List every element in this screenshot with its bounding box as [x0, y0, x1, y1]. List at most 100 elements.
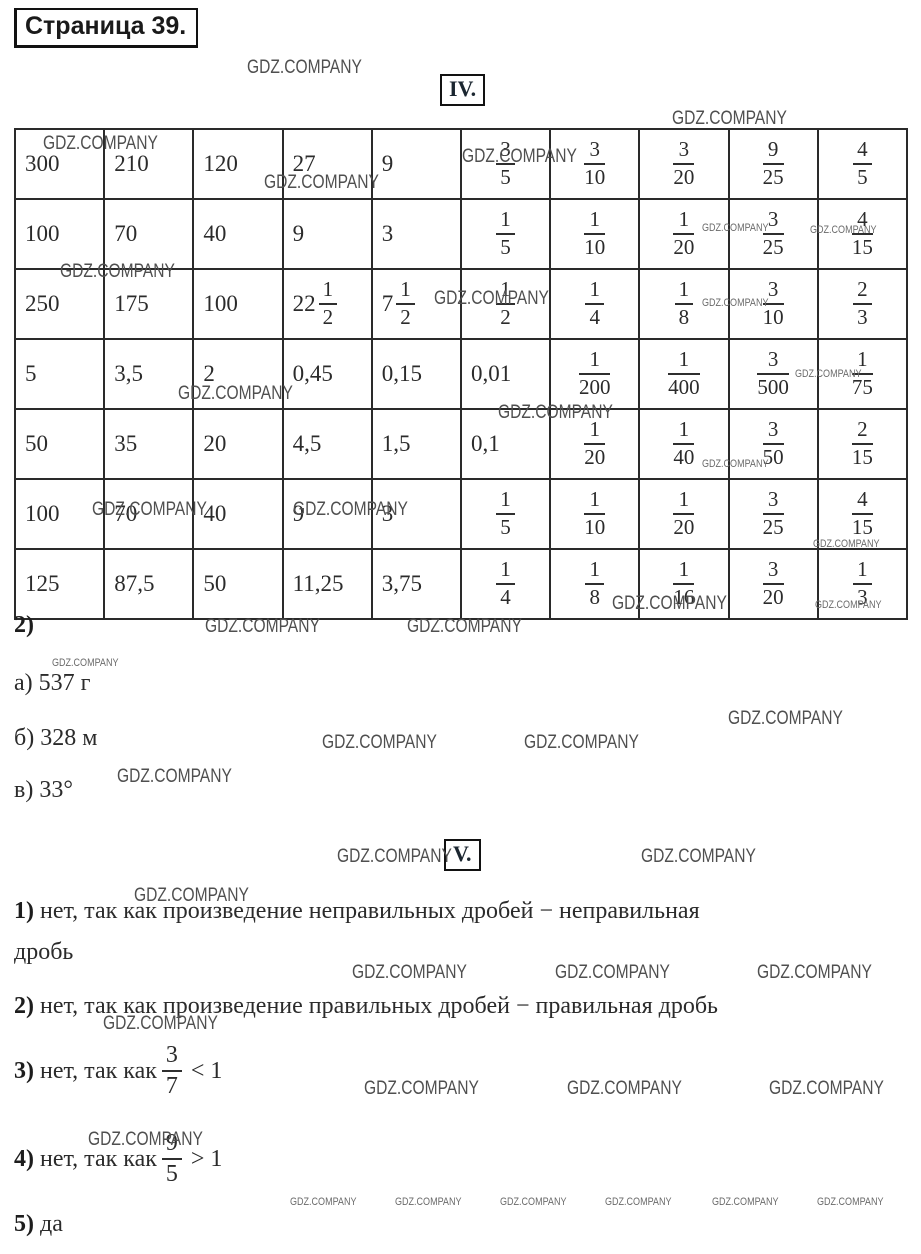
- watermark: GDZ.COMPANY: [407, 616, 522, 637]
- item-text: нет, так как: [40, 1057, 157, 1084]
- watermark: GDZ.COMPANY: [702, 222, 769, 234]
- fraction-numerator: 1: [673, 418, 695, 445]
- fraction-denominator: 25: [762, 515, 784, 539]
- answer-item-1: 1) нет, так как произведение неправильных…: [14, 891, 886, 973]
- page-title: Страница 39.: [14, 8, 199, 48]
- fraction-numerator: 1: [584, 488, 606, 515]
- fraction-denominator: 15: [851, 515, 873, 539]
- fraction-numerator: 3: [757, 348, 789, 375]
- answer-line-b: б) 328 м: [14, 725, 98, 751]
- fraction-numerator: 1: [496, 278, 515, 305]
- fraction-numerator: 2: [853, 278, 872, 305]
- fraction-numerator: 3: [762, 488, 784, 515]
- fraction: 3 10: [762, 278, 784, 329]
- table-cell: 0,15: [370, 338, 462, 410]
- fraction: 2 15: [851, 418, 873, 469]
- fraction-denominator: 20: [673, 515, 695, 539]
- watermark: GDZ.COMPANY: [43, 133, 158, 154]
- table-cell: 3,75: [370, 548, 462, 620]
- section-v-heading: V.: [444, 839, 481, 871]
- fraction-denominator: 15: [851, 445, 873, 469]
- fraction-numerator: 1: [578, 348, 611, 375]
- fraction: 9 25: [762, 138, 784, 189]
- fraction-denominator: 50: [762, 445, 784, 469]
- fraction-numerator: 2: [851, 418, 873, 445]
- fraction: 3 20: [762, 558, 784, 609]
- fraction-numerator: 1: [318, 278, 338, 305]
- item-text: да: [40, 1211, 63, 1237]
- fraction-numerator: 3: [496, 138, 515, 165]
- watermark: GDZ.COMPANY: [290, 1196, 357, 1208]
- watermark: GDZ.COMPANY: [810, 224, 877, 236]
- fraction-denominator: 200: [578, 375, 611, 399]
- fraction: 1 75: [851, 348, 873, 399]
- table-cell: 100: [192, 268, 284, 340]
- fraction: 1 10: [584, 488, 606, 539]
- fraction-denominator: 7: [165, 1073, 178, 1099]
- fraction-denominator: 3: [857, 585, 868, 609]
- table-cell: 40: [192, 478, 284, 550]
- watermark: GDZ.COMPANY: [364, 1078, 479, 1099]
- table-cell: 0,45: [281, 338, 373, 410]
- fraction: 3 7: [161, 1042, 182, 1100]
- table-cell: 50: [13, 408, 106, 480]
- fraction: 1 20: [673, 488, 695, 539]
- table-cell: 3 10: [549, 128, 641, 200]
- fraction-denominator: 25: [762, 235, 784, 259]
- watermark: GDZ.COMPANY: [462, 146, 577, 167]
- fraction-numerator: 1: [585, 558, 604, 585]
- fraction-denominator: 16: [673, 585, 695, 609]
- watermark: GDZ.COMPANY: [205, 616, 320, 637]
- watermark: GDZ.COMPANY: [524, 732, 639, 753]
- table-cell: 3 25: [727, 198, 819, 270]
- fraction-denominator: 8: [678, 305, 690, 329]
- watermark: GDZ.COMPANY: [728, 708, 843, 729]
- fraction-numerator: 4: [851, 488, 873, 515]
- table-cell: 0,1: [459, 408, 552, 480]
- fraction: 3 25: [762, 208, 784, 259]
- table-cell: 3: [370, 478, 462, 550]
- watermark: GDZ.COMPANY: [769, 1078, 884, 1099]
- item-number: 2): [14, 993, 34, 1019]
- watermark: GDZ.COMPANY: [103, 1013, 218, 1034]
- table-cell: 87,5: [103, 548, 195, 620]
- table-cell: 4 15: [816, 478, 909, 550]
- section-iv-heading: IV.: [440, 74, 486, 106]
- fraction: 1 20: [584, 418, 606, 469]
- watermark: GDZ.COMPANY: [702, 297, 769, 309]
- fraction-numerator: 1: [668, 348, 700, 375]
- table-cell: 5: [13, 338, 106, 410]
- watermark: GDZ.COMPANY: [795, 368, 862, 380]
- fraction-numerator: 1: [674, 278, 694, 305]
- fraction-denominator: 5: [857, 165, 868, 189]
- fraction-numerator: 1: [585, 278, 604, 305]
- table-cell: 9: [370, 128, 462, 200]
- fraction-numerator: 3: [161, 1042, 182, 1072]
- item-text: дробь: [14, 939, 74, 965]
- watermark: GDZ.COMPANY: [337, 846, 452, 867]
- watermark: GDZ.COMPANY: [712, 1196, 779, 1208]
- fraction-denominator: 2: [500, 305, 511, 329]
- watermark: GDZ.COMPANY: [264, 172, 379, 193]
- table-cell: 250: [13, 268, 106, 340]
- watermark: GDZ.COMPANY: [672, 108, 787, 129]
- fraction-numerator: 3: [762, 418, 784, 445]
- table-row: 100 70 40 9 3 1 5 1 10 1 20 3 25 4 15: [13, 198, 909, 270]
- watermark: GDZ.COMPANY: [322, 732, 437, 753]
- table-cell: 175: [103, 268, 195, 340]
- watermark: GDZ.COMPANY: [52, 657, 119, 669]
- fraction-denominator: 15: [851, 235, 873, 259]
